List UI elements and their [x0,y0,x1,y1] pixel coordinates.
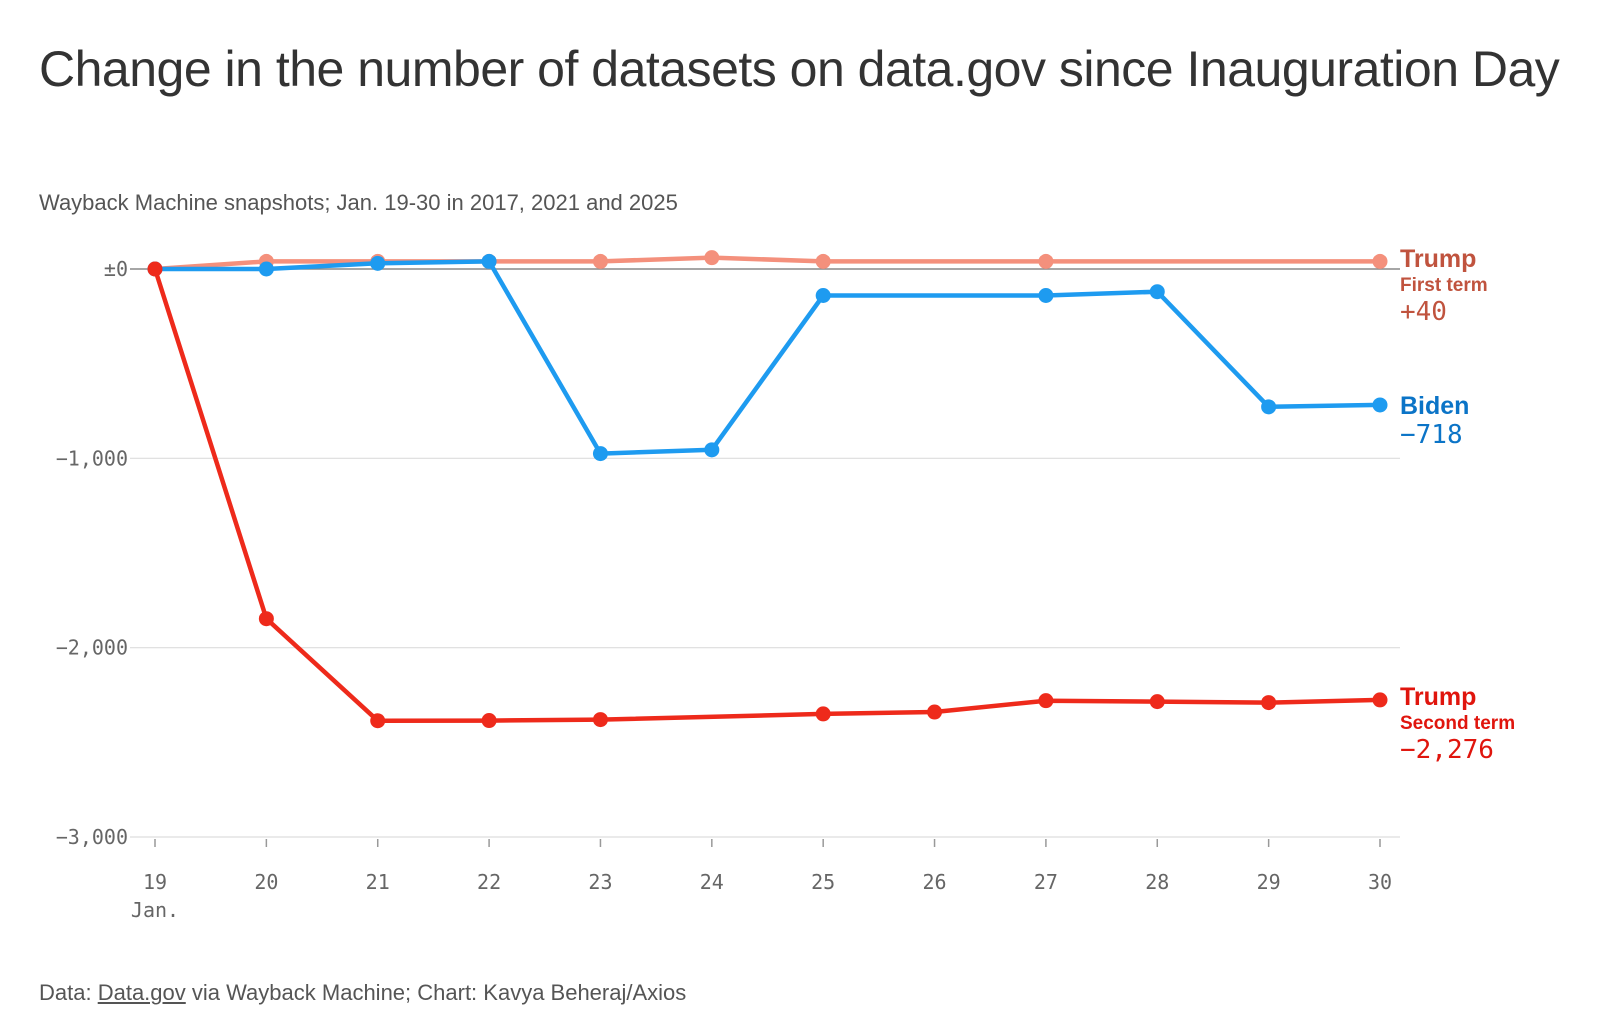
data-point-series-1 [1372,397,1388,413]
chart-title: Change in the number of datasets on data… [39,41,1560,97]
y-tick-label: −2,000 [56,636,128,660]
data-point-series-1 [1038,288,1054,304]
x-tick-label: 25 [811,870,835,894]
data-point-series-1 [370,255,386,271]
series-end-value: +40 [1400,297,1447,327]
data-point-series-1 [815,288,831,304]
data-point-series-0 [592,253,608,269]
data-point-series-0 [1372,253,1388,269]
data-point-series-1 [1261,399,1277,415]
source-note: Data: Data.gov via Wayback Machine; Char… [39,980,686,1006]
x-tick-label: 28 [1145,870,1169,894]
x-tick-label: 27 [1034,870,1058,894]
series-label-sub: First term [1400,275,1488,296]
series-line-1 [152,259,1383,456]
source-prefix: Data: [39,980,98,1005]
data-point-series-0 [1038,253,1054,269]
data-point-series-2 [370,713,386,729]
x-tick-label: 20 [254,870,278,894]
data-point-series-1 [258,261,274,277]
x-tick-label: 29 [1257,870,1281,894]
x-tick-label: 22 [477,870,501,894]
series-end-value: −718 [1400,420,1463,450]
x-tick-label: 26 [922,870,946,894]
data-point-series-2 [481,713,497,729]
data-point-series-2 [1372,692,1388,708]
x-tick-label: 19 [143,870,167,894]
chart-subtitle: Wayback Machine snapshots; Jan. 19-30 in… [39,190,678,215]
series-label-sub: Second term [1400,713,1515,734]
y-tick-label: −3,000 [56,825,128,849]
x-axis-month-label: Jan. [131,898,179,922]
x-tick-label: 23 [588,870,612,894]
x-tick-label: 24 [700,870,724,894]
series-label-name: Trump [1400,683,1476,711]
y-tick-label: ±0 [104,257,128,281]
data-point-series-0 [704,250,720,266]
data-point-series-1 [481,253,497,269]
data-point-series-2 [1149,694,1165,710]
data-point-series-2 [927,704,943,720]
source-link[interactable]: Data.gov [97,980,186,1005]
data-point-series-1 [1149,284,1165,300]
data-point-series-0 [815,253,831,269]
data-point-series-2 [815,706,831,722]
data-point-series-2 [147,261,163,277]
line-chart: ±0 −1,000 −2,000 −3,000 19 20 21 22 23 24 25 26 27 28… [56,245,1515,922]
y-tick-label: −1,000 [56,446,128,470]
x-tick-label: 30 [1368,870,1392,894]
x-tick-label: 21 [366,870,390,894]
source-suffix: via Wayback Machine; Chart: Kavya Behera… [185,980,687,1005]
series-label-name: Biden [1400,392,1469,420]
data-point-series-2 [1261,695,1277,711]
series-line-2 [152,266,1383,723]
series-end-value: −2,276 [1400,735,1494,765]
data-point-series-2 [1038,693,1054,709]
data-point-series-2 [258,611,274,627]
series-label-name: Trump [1400,245,1476,273]
data-point-series-1 [592,446,608,462]
data-point-series-1 [704,442,720,458]
data-point-series-2 [592,712,608,728]
